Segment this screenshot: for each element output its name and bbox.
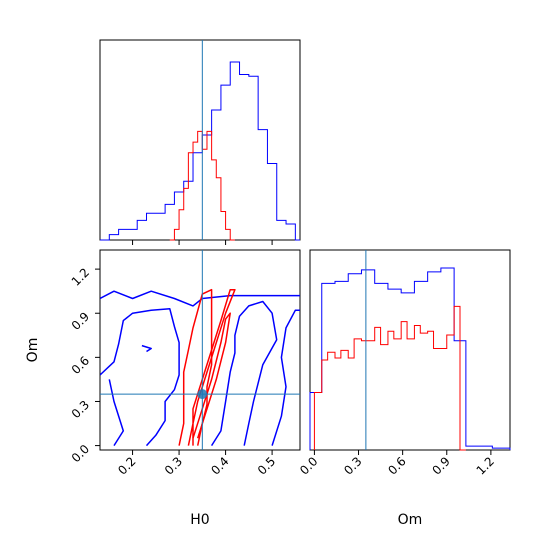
h0-histogram-ticks — [132, 240, 273, 245]
om-histogram-red-step — [313, 305, 466, 451]
joint-contour-blue — [100, 308, 180, 447]
om-histogram-tick-label: 0.6 — [385, 454, 408, 477]
h0-histogram-series — [100, 61, 300, 241]
om-histogram-tick-label: 0.0 — [297, 454, 320, 477]
h0-histogram-panel — [99, 39, 301, 245]
joint-contour-blue — [210, 300, 278, 447]
joint-y-tick-label: 0.3 — [69, 398, 92, 421]
joint-contour-red — [178, 288, 213, 446]
joint-y-tick-label: 0.6 — [69, 354, 92, 377]
x-axis-label-h0: H0 — [190, 512, 209, 528]
h0-histogram-frame — [99, 39, 301, 241]
om-histogram-ticks: 0.0 0.3 0.6 0.9 1.2 — [297, 450, 497, 478]
joint-panel: 0.2 0.3 0.4 0.5 0.0 0.3 0.6 0.9 1.2 H0 Om — [25, 249, 301, 528]
joint-frame — [99, 249, 301, 451]
om-histogram-frame — [309, 249, 511, 451]
om-histogram-series — [309, 267, 511, 451]
h0-histogram-blue-step — [100, 61, 300, 241]
om-histogram-panel: 0.0 0.3 0.6 0.9 1.2 Om — [297, 249, 511, 528]
om-histogram-tick-label: 0.9 — [429, 454, 452, 477]
joint-x-tick-label: 0.4 — [208, 454, 231, 477]
joint-truth-point — [197, 389, 208, 400]
joint-x-tick-label: 0.2 — [115, 454, 138, 477]
om-histogram-tick-label: 0.3 — [341, 454, 364, 477]
joint-contour-blue — [271, 309, 300, 446]
om-histogram-tick-label: 1.2 — [474, 454, 497, 477]
joint-x-tick-label: 0.5 — [255, 454, 278, 477]
joint-x-ticks: 0.2 0.3 0.4 0.5 — [115, 450, 278, 478]
joint-contours — [100, 288, 300, 447]
y-axis-label-om: Om — [25, 338, 41, 363]
joint-x-tick-label: 0.3 — [162, 454, 185, 477]
joint-contour-blue — [141, 344, 152, 353]
joint-y-tick-label: 0.0 — [69, 442, 92, 465]
joint-y-tick-label: 1.2 — [69, 265, 92, 288]
joint-contour-blue — [108, 379, 125, 447]
joint-y-ticks: 0.0 0.3 0.6 0.9 1.2 — [69, 265, 100, 465]
om-histogram-blue-step — [309, 267, 511, 450]
x-axis-label-om: Om — [398, 512, 423, 528]
joint-y-tick-label: 0.9 — [69, 309, 92, 332]
joint-contour-blue — [100, 290, 300, 307]
